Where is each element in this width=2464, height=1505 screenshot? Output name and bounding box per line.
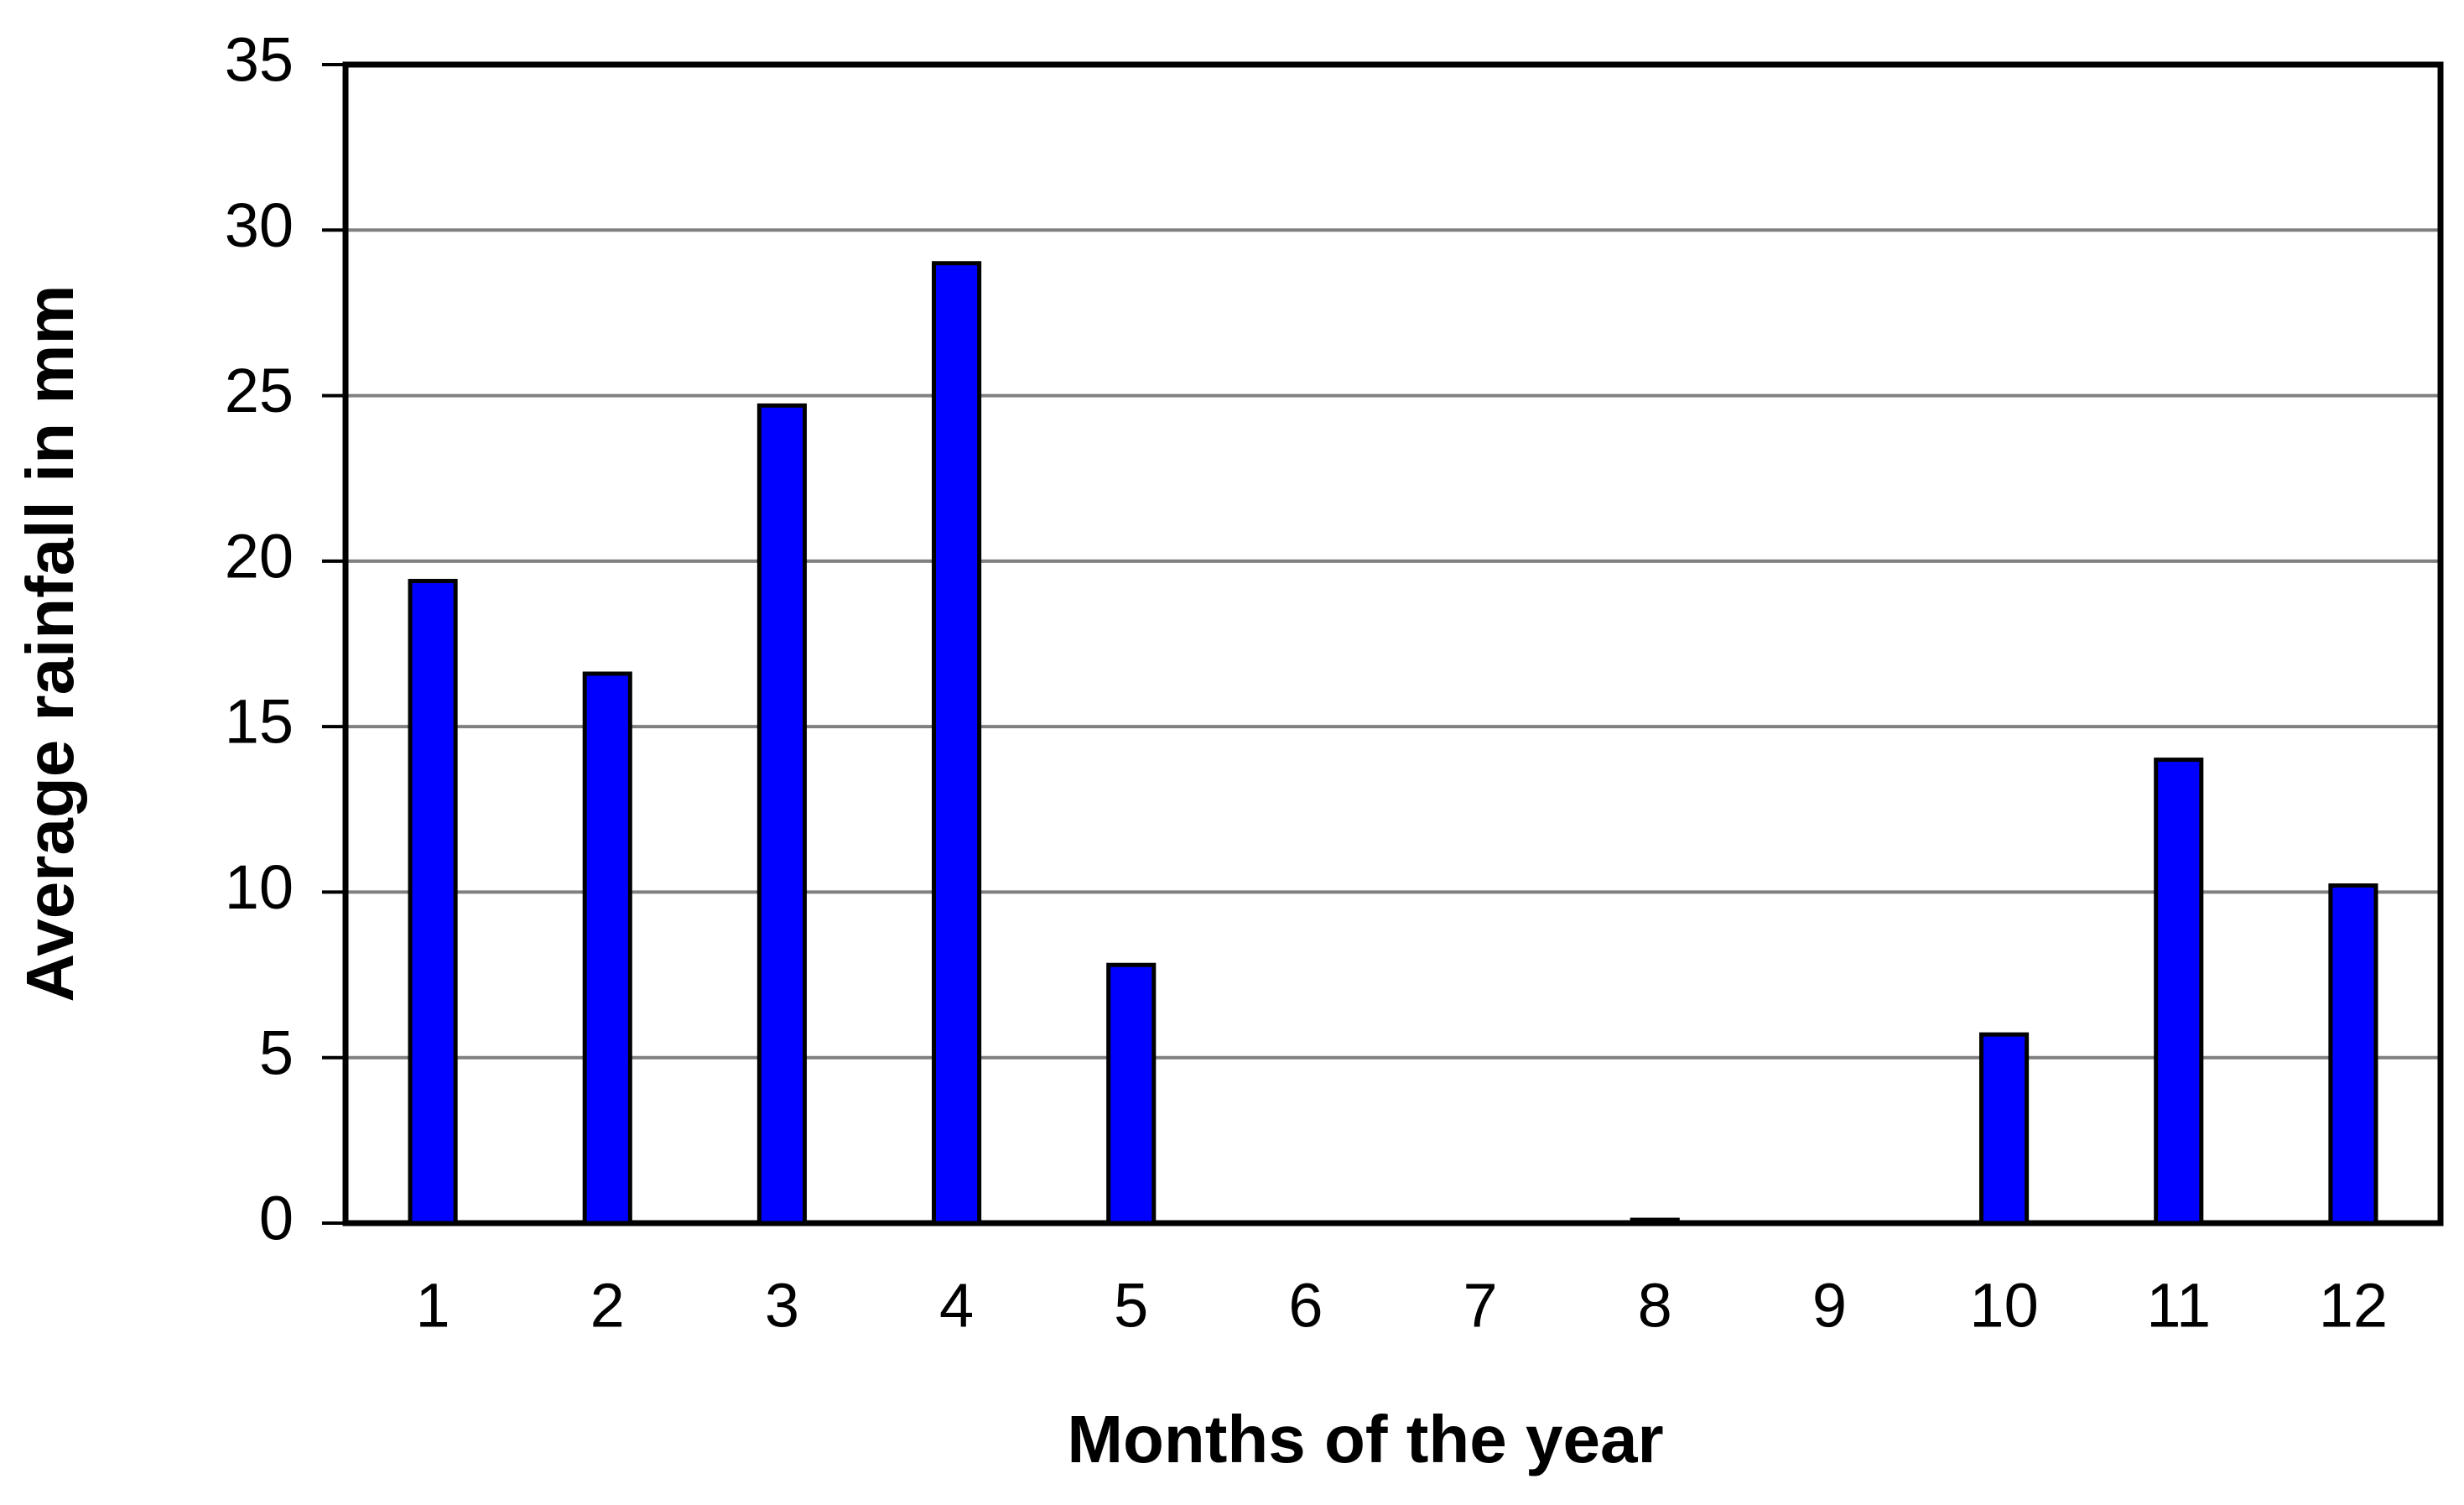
x-tick-label: 8	[1638, 1271, 1672, 1341]
x-tick-label: 11	[2146, 1271, 2211, 1341]
plot-frame	[342, 61, 2444, 1226]
x-tick-label: 3	[765, 1271, 799, 1341]
y-tick-label: 10	[225, 852, 294, 922]
y-axis-title: Average rainfall in mm	[13, 284, 87, 1002]
x-tick-label: 12	[2319, 1271, 2388, 1341]
bar	[756, 403, 807, 1226]
x-tick-label: 2	[590, 1271, 625, 1341]
y-tick-label: 35	[225, 25, 294, 95]
y-tick-label: 25	[225, 356, 294, 425]
x-axis-title: Months of the year	[1067, 1402, 1663, 1476]
bar	[582, 671, 632, 1226]
bar	[1979, 1032, 2030, 1226]
y-tick-label: 5	[259, 1018, 294, 1087]
bar	[2328, 883, 2378, 1226]
x-tick-label: 7	[1463, 1271, 1498, 1341]
x-tick-label: 5	[1114, 1271, 1148, 1341]
bar	[2154, 758, 2204, 1226]
y-tick-label: 20	[225, 521, 294, 591]
x-tick-label: 4	[939, 1271, 974, 1341]
bar	[1630, 1217, 1680, 1226]
y-tick-label: 0	[259, 1184, 294, 1253]
bar	[408, 579, 458, 1226]
bar	[1106, 962, 1157, 1226]
y-tick-label: 30	[225, 190, 294, 260]
x-tick-label: 1	[416, 1271, 450, 1341]
y-tick-label: 15	[225, 687, 294, 757]
bar	[932, 261, 982, 1226]
x-tick-label: 10	[1969, 1271, 2038, 1341]
x-tick-label: 6	[1288, 1271, 1323, 1341]
x-tick-label: 9	[1812, 1271, 1847, 1341]
